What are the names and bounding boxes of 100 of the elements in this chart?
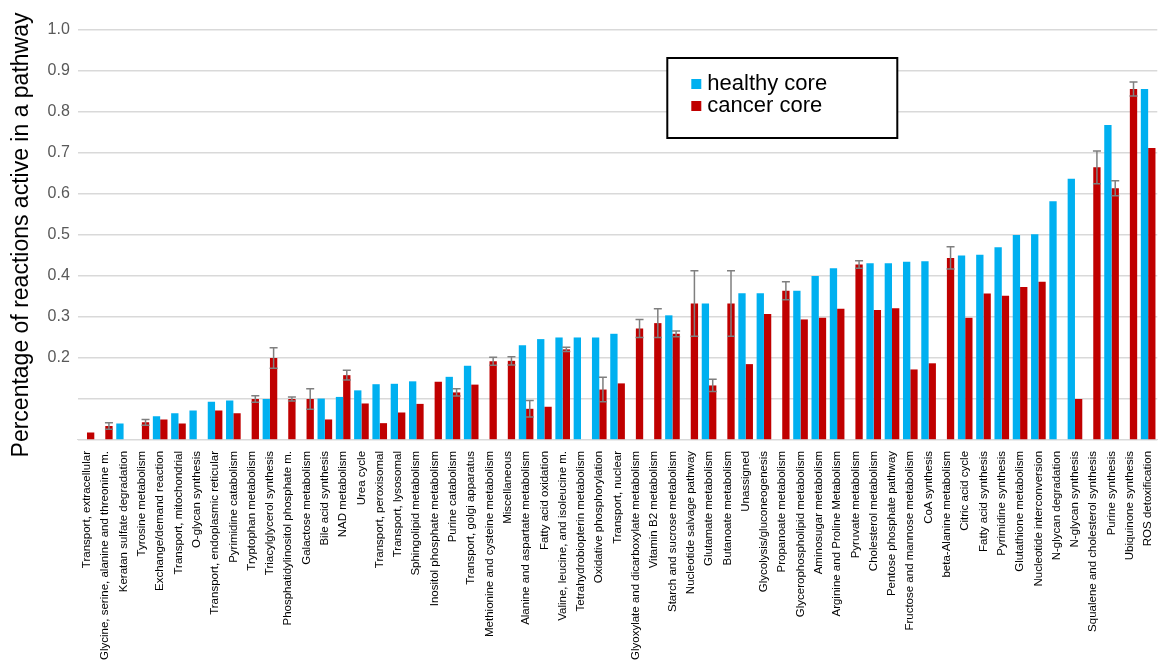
bar [873, 310, 882, 440]
bar [1012, 234, 1021, 440]
bar [617, 383, 625, 440]
bar [269, 357, 278, 440]
bar [507, 360, 516, 440]
bar [215, 410, 223, 440]
x-tick-label: Purine synthesis [1104, 450, 1117, 536]
x-tick-label: Transport, golgi apparatus [464, 450, 477, 585]
x-tick-label: Nucleotide salvage pathway [683, 450, 696, 595]
x-tick-label: Pyrimidine synthesis [994, 450, 1007, 556]
bar [1111, 188, 1119, 440]
bar [116, 423, 124, 440]
x-tick-label: Tryptophan metabolism [244, 450, 257, 571]
x-tick-label: CoA synthesis [921, 450, 934, 524]
x-tick-label: Tetrahydrobiopterin metabolism [574, 450, 587, 612]
bar [811, 275, 819, 440]
bar [745, 364, 753, 440]
bar [537, 339, 545, 440]
bar [562, 349, 570, 440]
bar [709, 385, 717, 440]
x-tick-label: Inositol phosphate metabolism [427, 450, 440, 607]
x-tick-label: Pyrimidine catabolism [226, 450, 239, 563]
bar [782, 290, 790, 440]
x-tick-label: Glycerophospholipid metabolism [793, 450, 806, 618]
bar [672, 333, 680, 440]
x-tick-label: Glutamate metabolism [702, 450, 715, 567]
x-tick-label: Galactose metabolism [299, 450, 312, 565]
bar [471, 384, 479, 440]
bar [262, 398, 270, 440]
x-tick-label: Citric acid cycle [958, 450, 971, 531]
bar [994, 247, 1002, 440]
x-tick-label: Transport, lysosomal [391, 450, 404, 558]
x-tick-label: Exchange/demand reaction [153, 450, 166, 591]
y-tick-label: 1.0 [47, 20, 70, 38]
y-tick-label: 0.5 [47, 225, 70, 243]
x-tick-label: Tyrosine metabolism [135, 450, 148, 557]
bar [1074, 398, 1083, 440]
bar [226, 400, 234, 440]
bar [884, 263, 893, 440]
bar [178, 423, 186, 440]
x-tick-label: O-glycan synthesis [189, 450, 202, 549]
bar [690, 303, 699, 440]
bar [317, 398, 325, 440]
x-tick-label: Sphingolipid metabolism [409, 450, 422, 576]
bar [452, 392, 461, 440]
bar [800, 319, 808, 440]
x-tick-label: Butanoate metabolism [720, 450, 733, 566]
bar [416, 403, 424, 440]
bar [976, 254, 984, 440]
bar [288, 398, 296, 440]
x-tick-label: Pentose phosphate pathway [885, 450, 898, 597]
legend-label: healthy core [707, 70, 828, 96]
x-tick-label: NAD metabolism [336, 450, 349, 538]
bar [361, 403, 369, 440]
x-tick-label: Aminosugar metabolism [812, 450, 824, 575]
x-tick-label: Fructose and mannose metabolism [903, 450, 916, 631]
bar [928, 363, 936, 440]
bar [372, 384, 380, 440]
x-tick-label: Squalene and cholesterol synthesis [1086, 450, 1099, 632]
y-tick-label: 0.9 [47, 61, 70, 79]
x-tick-label: Transport, extracellular [80, 450, 93, 569]
bar [1067, 178, 1075, 440]
bar [727, 303, 735, 440]
bar [910, 369, 918, 440]
bar [921, 261, 929, 440]
bar [409, 381, 417, 440]
bar [555, 337, 563, 440]
bar [818, 317, 827, 440]
x-tick-label: ROS detoxification [1141, 450, 1154, 547]
bar [983, 293, 991, 440]
bar [1031, 234, 1039, 440]
bar [1129, 89, 1138, 440]
x-tick-label: Transport, mitochondrial [171, 450, 184, 575]
y-tick-label: 0.8 [47, 102, 70, 120]
x-tick-label: Miscellaneous [500, 450, 513, 524]
bar [855, 264, 863, 440]
bar [489, 361, 497, 440]
bar [738, 293, 746, 440]
x-tick-label: Vitamin B2 metabolism [647, 450, 660, 569]
x-tick-label: Glutathione metabolism [1013, 450, 1026, 572]
bar [1038, 281, 1046, 440]
y-tick-label: 0.4 [47, 266, 70, 284]
x-tick-label: N-glycan degradation [1049, 450, 1062, 561]
x-tick-label: Urea cycle [354, 450, 367, 506]
y-tick-label: 0.6 [47, 184, 70, 202]
bar [1093, 167, 1101, 440]
x-tick-label: Valine, leucine, and isoleucine m. [555, 450, 568, 621]
bar [701, 303, 710, 440]
bar [544, 406, 552, 440]
bar [160, 419, 168, 440]
bar [335, 396, 344, 440]
bar [902, 261, 911, 440]
x-tick-label: Propanoate metabolism [775, 450, 788, 573]
x-tick-label: Starch and sucrose metabolism [665, 450, 678, 613]
bar [756, 293, 764, 440]
bar [354, 390, 362, 440]
bar [1020, 287, 1028, 440]
bar [233, 413, 241, 440]
bar [1049, 201, 1057, 440]
x-tick-label: Transport, peroxisomal [372, 450, 385, 569]
